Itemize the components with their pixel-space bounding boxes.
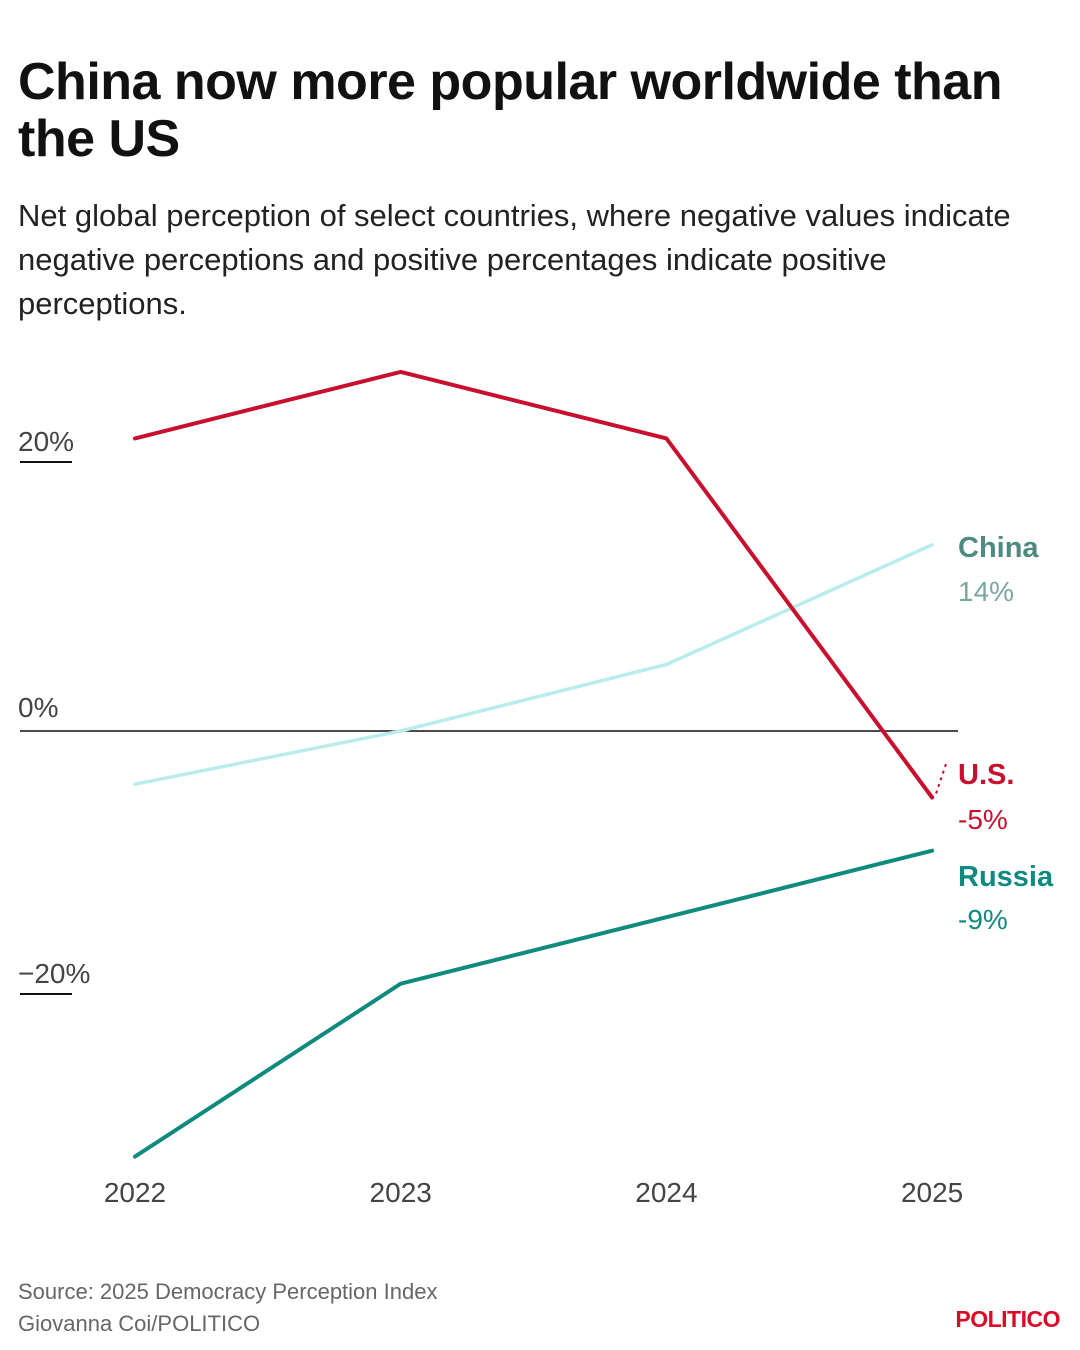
series-label-russia: Russia [958, 861, 1054, 893]
politico-logo: POLITICO [955, 1306, 1060, 1332]
series-line-russia [133, 848, 935, 1159]
x-tick-label-2022: 2022 [104, 1177, 166, 1208]
series-label-u-s: U.S. [958, 759, 1014, 791]
source-note: Source: 2025 Democracy Perception Index [18, 1279, 438, 1304]
line-chart: 20% 0% −20% 2022 2023 2024 2025 U.S. -5% China 14%… [18, 369, 1054, 1208]
series-line-china [133, 543, 934, 786]
x-tick-label-2025: 2025 [901, 1177, 963, 1208]
y-tick-label-20: −20% [18, 958, 90, 989]
x-tick-label-2023: 2023 [370, 1177, 432, 1208]
leader-line-u-s [935, 763, 947, 794]
author-credit: Giovanna Coi/POLITICO [18, 1311, 261, 1336]
y-tick-label-20: 20% [18, 426, 74, 457]
series-value-russia: -9% [958, 904, 1008, 935]
chart-footer: Source: 2025 Democracy Perception Index … [18, 1276, 437, 1340]
x-tick-label-2024: 2024 [635, 1177, 697, 1208]
series-label-china: China [958, 532, 1039, 564]
chart-subtitle: Net global perception of select countrie… [18, 198, 1011, 321]
chart-title: China now more popular worldwide than th… [18, 53, 1002, 168]
y-tick-label-0: 0% [18, 692, 58, 723]
series-value-u-s: -5% [958, 804, 1008, 835]
series-value-china: 14% [958, 576, 1014, 607]
series-line-u-s [133, 369, 935, 800]
